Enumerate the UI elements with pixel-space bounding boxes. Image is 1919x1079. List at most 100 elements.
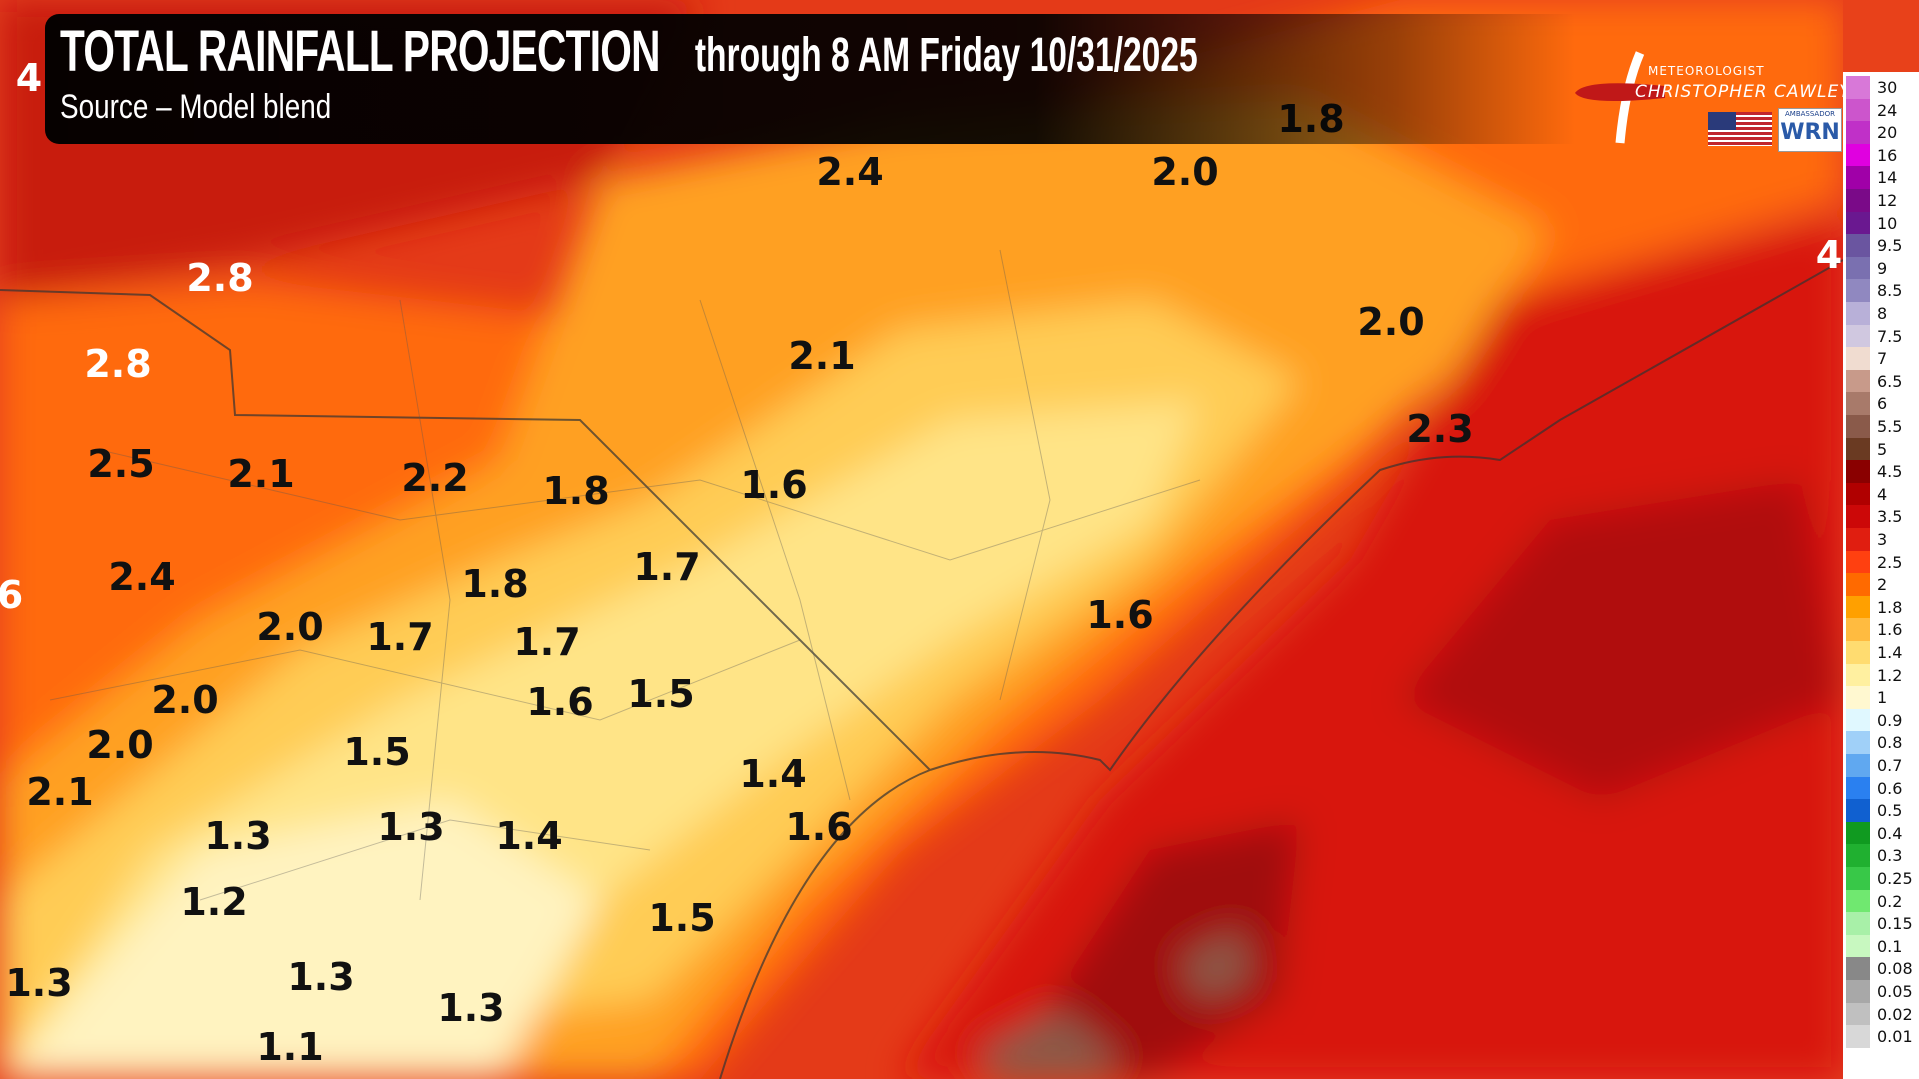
legend-entry: 0.15 xyxy=(1843,912,1919,935)
rainfall-value-label: 2.2 xyxy=(401,456,469,500)
legend-entry: 20 xyxy=(1843,121,1919,144)
rainfall-value-label: 1.3 xyxy=(5,961,73,1005)
rainfall-value-label: 1.5 xyxy=(648,896,716,940)
legend-entry: 5.5 xyxy=(1843,415,1919,438)
legend-swatch xyxy=(1846,505,1870,528)
rainfall-value-label: 2.8 xyxy=(84,342,152,386)
legend-entry: 1.4 xyxy=(1843,641,1919,664)
legend-entry: 10 xyxy=(1843,211,1919,235)
legend-swatch xyxy=(1846,844,1870,867)
legend-value: 0.9 xyxy=(1877,710,1903,730)
rainfall-value-label: 2.1 xyxy=(26,770,94,814)
legend-entry: 12 xyxy=(1843,189,1919,212)
rainfall-value-label: 1.6 xyxy=(526,680,594,724)
meteorologist-logo: METEOROLOGIST CHRISTOPHER CAWLEY AMBASSA… xyxy=(1565,48,1850,153)
legend-value: 0.1 xyxy=(1877,936,1903,956)
legend-value: 0.4 xyxy=(1877,823,1903,843)
legend-entry: 9.5 xyxy=(1843,234,1919,257)
valid-time-subtitle: through 8 AM Friday 10/31/2025 xyxy=(694,29,1198,82)
rainfall-value-label: 1.8 xyxy=(461,562,529,606)
legend-swatch xyxy=(1846,369,1870,393)
legend-value: 16 xyxy=(1877,145,1898,165)
legend-entry: 0.3 xyxy=(1843,844,1919,867)
legend-entry: 3 xyxy=(1843,528,1919,551)
legend-value: 0.3 xyxy=(1877,846,1903,866)
legend-swatch xyxy=(1846,211,1870,235)
rainfall-value-label: 1.5 xyxy=(627,672,695,716)
legend-swatch xyxy=(1846,347,1870,370)
legend-swatch xyxy=(1846,1025,1870,1048)
legend-swatch xyxy=(1846,550,1870,574)
legend-entry: 6.5 xyxy=(1843,369,1919,393)
legend-entry: 5 xyxy=(1843,437,1919,461)
rainfall-value-label: 1.7 xyxy=(513,620,581,664)
rainfall-value-label: 1.3 xyxy=(287,955,355,999)
legend-value: 7.5 xyxy=(1877,326,1903,346)
legend-swatch xyxy=(1846,754,1870,777)
legend-swatch xyxy=(1846,189,1870,212)
legend-value: 6 xyxy=(1877,394,1888,414)
rainfall-value-label: 1.4 xyxy=(495,814,563,858)
legend-value: 9.5 xyxy=(1877,236,1903,256)
legend-entry: 0.25 xyxy=(1843,867,1919,890)
legend-value: 8 xyxy=(1877,304,1888,323)
legend-swatch xyxy=(1846,867,1870,890)
logo-c-mark-icon xyxy=(1575,51,1665,144)
legend-value: 0.2 xyxy=(1877,891,1903,911)
rainfall-value-label: 1.3 xyxy=(377,805,445,849)
legend-value: 24 xyxy=(1877,100,1898,120)
rainfall-value-label: 2.0 xyxy=(151,678,219,722)
wrn-badge-top: AMBASSADOR xyxy=(1785,110,1835,118)
rainfall-value-label: 1.1 xyxy=(256,1025,324,1069)
rainfall-value-label: 2.4 xyxy=(816,150,884,194)
legend-value: 0.25 xyxy=(1877,869,1913,888)
rainfall-value-label: 2.5 xyxy=(87,442,155,486)
header-banner xyxy=(45,14,1845,144)
legend-swatch xyxy=(1846,573,1870,596)
legend-value: 0.15 xyxy=(1877,914,1913,934)
legend-entry: 30 xyxy=(1843,76,1919,99)
logo-line1: METEOROLOGIST xyxy=(1648,64,1765,78)
legend-swatch xyxy=(1846,482,1870,506)
legend-swatch xyxy=(1846,776,1870,800)
legend-entry: 0.5 xyxy=(1843,799,1919,822)
rainfall-value-label: 6 xyxy=(0,573,24,617)
rainfall-value-label: 1.4 xyxy=(739,752,807,796)
legend-entry: 1.8 xyxy=(1843,595,1919,619)
legend-value: 9 xyxy=(1877,258,1888,278)
rainfall-value-label: 1.7 xyxy=(633,545,701,589)
legend-entry: 24 xyxy=(1843,98,1919,122)
legend-value: 12 xyxy=(1877,191,1898,210)
rainfall-value-label: 2.0 xyxy=(1151,150,1219,194)
legend-entry: 9 xyxy=(1843,256,1919,280)
legend-swatch xyxy=(1846,957,1870,980)
legend-value: 20 xyxy=(1877,123,1898,143)
legend-swatch xyxy=(1846,392,1870,415)
legend-swatch xyxy=(1846,415,1870,438)
rainfall-value-label: 1.2 xyxy=(180,880,248,924)
rainfall-value-label: 1.3 xyxy=(204,814,272,858)
legend-value: 6.5 xyxy=(1877,371,1903,391)
us-flag-icon xyxy=(1708,112,1772,146)
legend-value: 5.5 xyxy=(1877,417,1903,436)
legend-entry: 4 xyxy=(1843,482,1919,506)
wrn-badge-main: WRN xyxy=(1780,120,1840,145)
rainfall-map xyxy=(0,0,1843,1079)
legend-entry: 0.9 xyxy=(1843,708,1919,732)
legend-swatch xyxy=(1846,437,1870,461)
legend-swatch xyxy=(1846,528,1870,551)
legend-swatch xyxy=(1846,708,1870,732)
legend-swatch xyxy=(1846,686,1870,709)
legend-swatch xyxy=(1846,595,1870,619)
legend-value: 4 xyxy=(1877,484,1888,504)
legend-swatch xyxy=(1846,799,1870,822)
rainfall-value-label: 1.6 xyxy=(740,463,808,507)
rainfall-value-label: 1.7 xyxy=(366,615,434,659)
legend-entry: 0.02 xyxy=(1843,1002,1919,1026)
legend-entry: 0.2 xyxy=(1843,889,1919,913)
legend-entry: 2.5 xyxy=(1843,550,1919,574)
legend-value: 14 xyxy=(1877,168,1898,188)
legend-value: 5 xyxy=(1877,439,1888,459)
legend-entry: 16 xyxy=(1843,143,1919,167)
legend-value: 0.7 xyxy=(1877,756,1903,775)
